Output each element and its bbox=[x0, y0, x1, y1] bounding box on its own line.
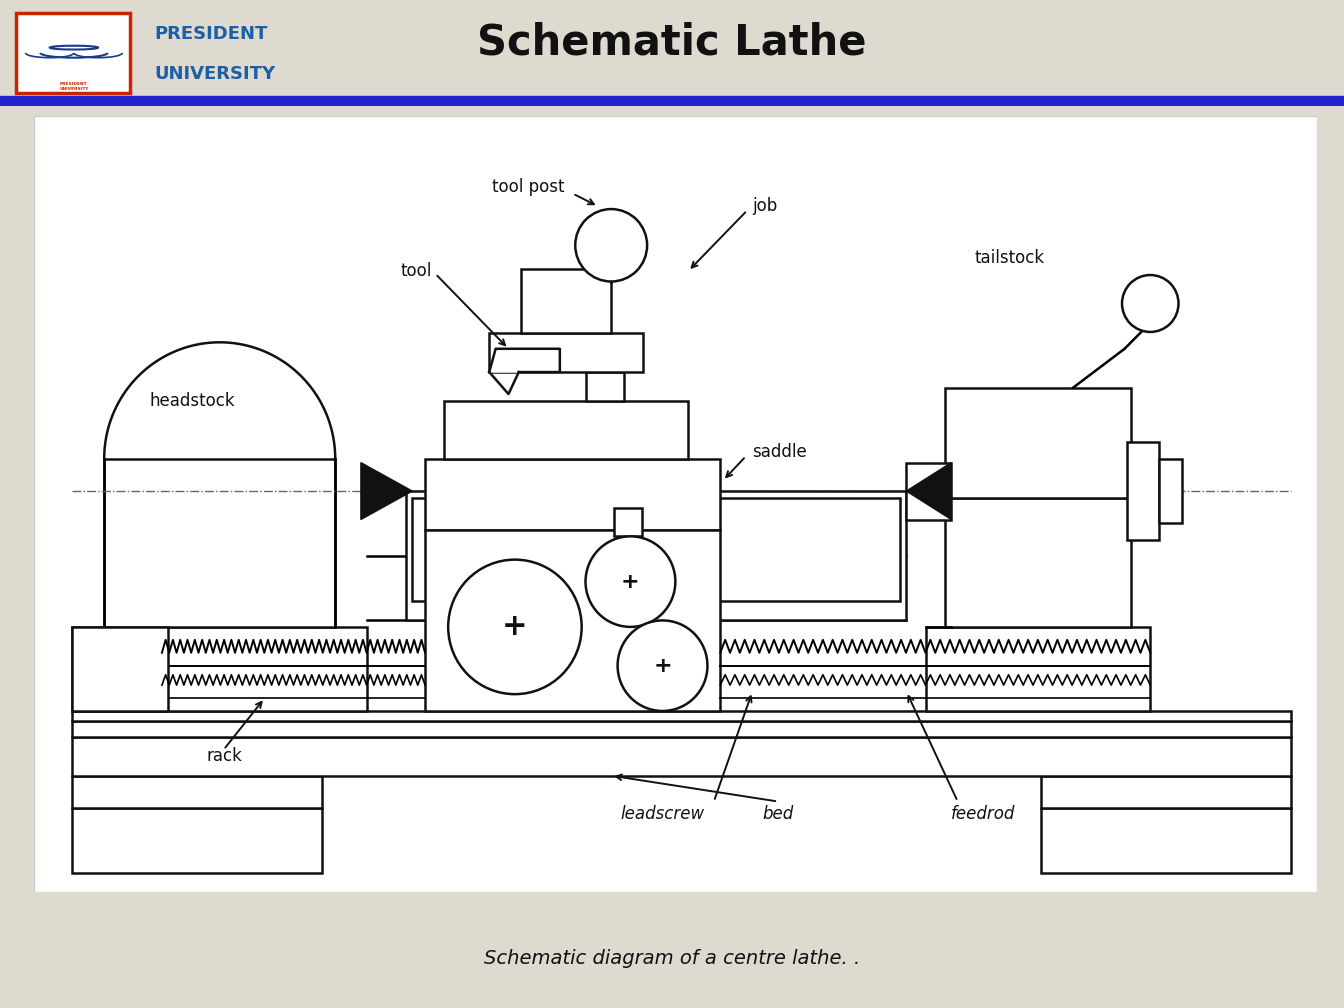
Text: Schematic Lathe: Schematic Lathe bbox=[477, 21, 867, 64]
Text: feedrod: feedrod bbox=[952, 805, 1016, 824]
FancyBboxPatch shape bbox=[16, 13, 130, 93]
Text: rack: rack bbox=[207, 747, 243, 765]
Bar bbox=[105, 459, 335, 627]
Bar bbox=[73, 737, 1292, 776]
Bar bbox=[425, 459, 720, 530]
Bar bbox=[73, 627, 367, 711]
Bar bbox=[1042, 776, 1292, 808]
Polygon shape bbox=[489, 349, 560, 372]
Circle shape bbox=[1122, 275, 1179, 332]
Bar bbox=[413, 498, 900, 601]
Text: bed: bed bbox=[762, 805, 794, 824]
Bar bbox=[945, 498, 1132, 627]
Text: tailstock: tailstock bbox=[974, 249, 1044, 267]
Bar bbox=[73, 627, 168, 711]
Bar bbox=[425, 530, 720, 711]
Text: saddle: saddle bbox=[753, 444, 808, 462]
Text: leadscrew: leadscrew bbox=[621, 805, 704, 824]
Text: Schematic diagram of a centre lathe. .: Schematic diagram of a centre lathe. . bbox=[484, 949, 860, 968]
Bar bbox=[1042, 808, 1292, 873]
Text: PRESIDENT
UNIVERSITY: PRESIDENT UNIVERSITY bbox=[59, 83, 89, 91]
Bar bbox=[73, 776, 323, 808]
Circle shape bbox=[586, 536, 675, 627]
Bar bbox=[906, 463, 952, 519]
Bar bbox=[0, 97, 1344, 106]
Bar bbox=[73, 808, 323, 873]
Bar bbox=[1160, 459, 1183, 523]
Text: tool: tool bbox=[401, 262, 431, 280]
Bar bbox=[406, 491, 906, 620]
Text: PRESIDENT: PRESIDENT bbox=[155, 25, 267, 43]
Text: +: + bbox=[653, 655, 672, 675]
Text: UNIVERSITY: UNIVERSITY bbox=[155, 66, 276, 83]
Bar bbox=[73, 722, 1292, 737]
Bar bbox=[945, 387, 1132, 498]
Bar bbox=[1128, 442, 1160, 540]
Text: +: + bbox=[503, 613, 528, 641]
Bar bbox=[521, 268, 612, 334]
Circle shape bbox=[448, 559, 582, 695]
Circle shape bbox=[575, 209, 646, 281]
Bar bbox=[73, 711, 1292, 722]
Bar bbox=[489, 334, 644, 372]
Circle shape bbox=[618, 620, 707, 711]
Bar bbox=[926, 627, 1150, 711]
Text: +: + bbox=[621, 572, 640, 592]
Bar bbox=[614, 508, 642, 536]
Text: job: job bbox=[753, 198, 778, 216]
Text: tool post: tool post bbox=[492, 178, 564, 197]
Bar bbox=[586, 372, 624, 400]
Polygon shape bbox=[362, 463, 413, 519]
Polygon shape bbox=[906, 463, 952, 519]
Bar bbox=[445, 400, 688, 459]
Text: headstock: headstock bbox=[149, 391, 235, 409]
